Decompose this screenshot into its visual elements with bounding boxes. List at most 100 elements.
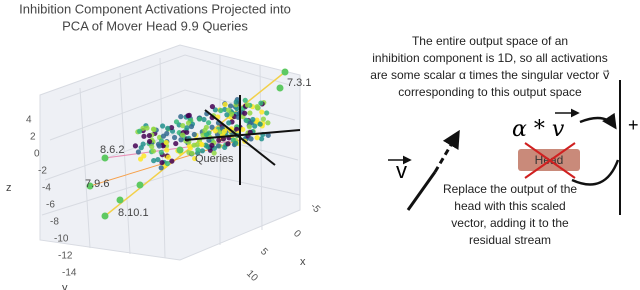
point-label: 7.9.6 [85, 178, 109, 190]
point-label: 8.6.2 [100, 144, 124, 156]
formula: α * v [512, 117, 565, 142]
point [246, 124, 253, 130]
point [169, 158, 175, 164]
z-tick-label: -12 [58, 251, 73, 262]
explanation: inhibition component is 1D, so all activ… [372, 51, 607, 65]
z-tick-label: -4 [42, 183, 51, 194]
point [196, 116, 203, 122]
point [203, 131, 209, 138]
point [185, 120, 192, 126]
point [189, 150, 195, 156]
point [137, 156, 144, 162]
point [159, 159, 165, 166]
replace-text: Replace the output of the [443, 182, 577, 196]
point [184, 125, 190, 131]
point [158, 165, 164, 171]
point [180, 123, 186, 129]
point [205, 120, 212, 126]
point [216, 137, 222, 143]
point-label: 7.3.1 [287, 77, 311, 89]
point [155, 156, 161, 163]
point [188, 123, 195, 130]
point [187, 145, 193, 151]
point [233, 140, 239, 146]
x-tick-label: -5 [308, 201, 322, 215]
vector-dashed [433, 129, 460, 173]
z-tick-label: -14 [62, 268, 77, 279]
point [259, 109, 265, 115]
point [137, 128, 143, 134]
point [151, 126, 157, 133]
plot-title: Inhibition Component Activations Project… [19, 1, 291, 16]
point [159, 123, 166, 129]
labeled-point [101, 212, 109, 220]
point [179, 132, 186, 138]
axis-title: z [6, 182, 12, 194]
point [146, 138, 153, 145]
point [171, 134, 178, 141]
point [149, 143, 155, 150]
point [158, 149, 164, 155]
explanation: corresponding to this output space [398, 85, 582, 99]
point [221, 128, 227, 135]
point [165, 154, 171, 160]
point [254, 117, 260, 123]
axis-title: x [300, 256, 306, 268]
point [191, 131, 197, 138]
point [211, 150, 217, 156]
point [254, 104, 260, 110]
point [242, 110, 248, 116]
labeled-point [276, 84, 284, 92]
point [168, 124, 175, 131]
axis-title: y [62, 282, 68, 290]
point [164, 160, 171, 167]
z-tick-label: -10 [54, 234, 69, 245]
replace-text: residual stream [469, 233, 551, 247]
point [257, 121, 263, 127]
vector-label: v [396, 158, 407, 183]
point [260, 116, 267, 122]
axis-cross [184, 95, 301, 185]
point [209, 142, 215, 148]
point [173, 140, 179, 147]
point [191, 142, 197, 148]
point [222, 144, 228, 151]
point [138, 145, 144, 151]
plot-title: PCA of Mover Head 9.9 Queries [62, 18, 248, 33]
point [250, 116, 256, 123]
point [265, 132, 271, 138]
point [178, 137, 184, 143]
vector-solid [406, 171, 437, 211]
point [234, 126, 240, 132]
labeled-point [116, 196, 124, 204]
point [226, 120, 232, 126]
head-arrow [571, 159, 620, 186]
point [227, 103, 234, 109]
point [156, 143, 162, 149]
point [258, 136, 265, 142]
point [150, 148, 157, 154]
point [264, 110, 270, 116]
point-label: Queries [195, 153, 234, 165]
point [225, 107, 232, 113]
point [202, 127, 208, 133]
replace-text: vector, adding it to the [451, 216, 569, 230]
x-tick-label: 10 [244, 268, 260, 284]
point [218, 107, 224, 114]
point [144, 125, 150, 131]
z-tick-label: -8 [50, 217, 59, 228]
point [254, 135, 260, 141]
point [164, 147, 170, 153]
plus: + [628, 115, 639, 135]
point [195, 147, 201, 153]
cross-out [524, 142, 576, 179]
point [242, 97, 248, 103]
x-tick-label: 0 [291, 228, 303, 240]
x-tick-label: 5 [258, 246, 270, 258]
labeled-point [86, 182, 94, 190]
point [186, 112, 192, 118]
labeled-point [281, 68, 289, 76]
point [209, 103, 216, 110]
point [244, 102, 251, 108]
point-label: 8.10.1 [118, 207, 149, 219]
